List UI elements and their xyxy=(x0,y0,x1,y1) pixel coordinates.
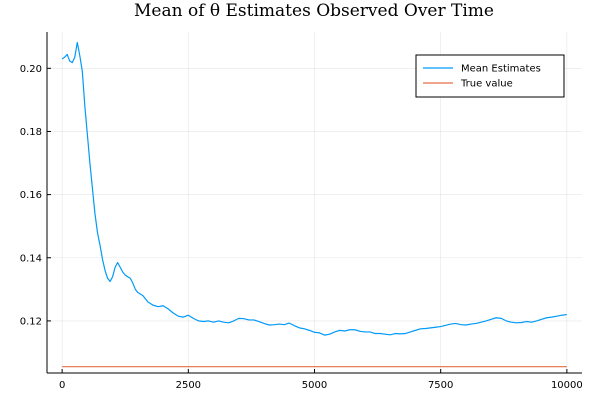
series-line-mean-estimates xyxy=(61,41,567,336)
y-tick-label: 0.20 xyxy=(20,64,42,75)
plot-series xyxy=(61,41,567,368)
x-tick-label: 0 xyxy=(59,380,65,391)
y-tick-label: 0.16 xyxy=(20,190,42,201)
axes: 0 2500 5000 7500 10000 0.12 0.14 0.16 0.18 0.20 xyxy=(20,32,583,391)
x-tick-label: 7500 xyxy=(428,380,453,391)
legend-label-mean-estimates: Mean Estimates xyxy=(461,64,541,75)
y-tick-label: 0.14 xyxy=(20,253,42,264)
y-tick-label: 0.18 xyxy=(20,127,42,138)
x-tick-label: 5000 xyxy=(302,380,327,391)
legend-label-true-value: True value xyxy=(460,79,513,90)
x-tick-label: 10000 xyxy=(551,380,583,391)
legend: Mean Estimates True value xyxy=(415,54,565,98)
x-tick-label: 2500 xyxy=(176,380,201,391)
legend-box xyxy=(415,54,565,98)
chart-title: Mean of θ Estimates Observed Over Time xyxy=(134,1,494,21)
y-tick-label: 0.12 xyxy=(20,316,42,327)
